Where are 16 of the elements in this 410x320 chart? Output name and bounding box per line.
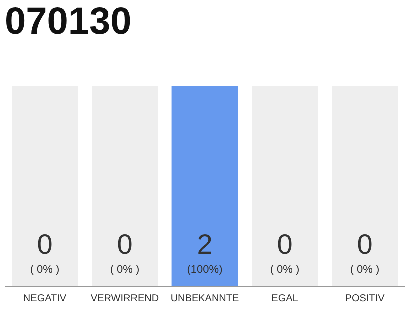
data-label: (100%): [187, 264, 223, 276]
annotation: 0: [117, 229, 133, 260]
annotation: 0: [277, 229, 293, 260]
data-label: ( 0% ): [30, 264, 60, 276]
data-label: ( 0% ): [270, 264, 300, 276]
data-label: ( 0% ): [350, 264, 380, 276]
x-tick-label: POSITIV: [345, 294, 386, 304]
x-tick-label: NEGATIV: [23, 294, 67, 304]
x-tick-label: EGAL: [272, 294, 299, 304]
x-tick-label: UNBEKANNTE: [170, 294, 240, 304]
data-label: ( 0% ): [110, 264, 140, 276]
x-tick-label: VERWIRREND: [90, 294, 160, 304]
chart-title: 070130: [5, 1, 132, 43]
annotation: 0: [357, 229, 373, 260]
annotation: 0: [37, 229, 53, 260]
annotation: 2: [197, 229, 213, 260]
